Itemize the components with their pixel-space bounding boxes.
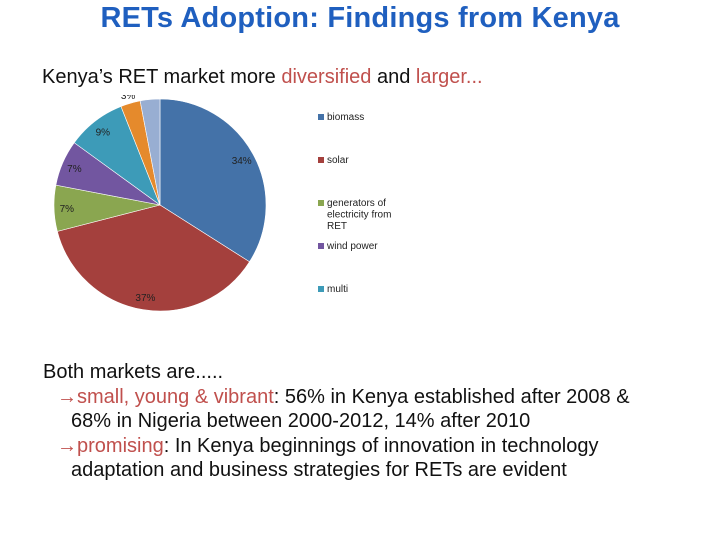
slide-subtitle: Kenya’s RET market more diversified and … [42, 66, 483, 89]
bullet-2-text: : In Kenya beginnings of innovation in t… [163, 434, 599, 457]
bullet-point-2: →promising: In Kenya beginnings of innov… [43, 434, 703, 459]
subtitle-accent-larger: larger... [415, 66, 483, 88]
arrow-right-icon: → [57, 385, 77, 408]
legend-swatch [318, 114, 324, 120]
pie-data-labels: 34% 37% 7% 7% 9% 3% 3% [60, 95, 252, 304]
subtitle-accent-diversified: diversified [281, 66, 372, 88]
bullet-1-text: : 56% in Kenya established after 2008 & [273, 385, 630, 408]
pie-data-label: 7% [60, 204, 75, 215]
pie-data-label: 3% [121, 95, 136, 102]
body-text: Both markets are..... →small, young & vi… [43, 360, 703, 483]
pie-slice-biomass [159, 98, 267, 263]
pie-data-label: 34% [232, 156, 252, 167]
pie-data-label: 3% [142, 95, 157, 98]
legend-swatch [318, 157, 324, 163]
pie-slice-unlabeled-6 [139, 98, 161, 206]
arrow-right-icon: → [57, 434, 77, 457]
legend-label: solar [327, 155, 349, 166]
bullet-1-continuation: 68% in Nigeria between 2000-2012, 14% af… [71, 410, 531, 432]
bullet-1-key: small, young & vibrant [77, 385, 274, 408]
pie-data-label: 7% [67, 164, 82, 175]
pie-data-label: 37% [135, 293, 155, 304]
subtitle-prefix: Kenya’s RET market more [42, 66, 282, 88]
chart-legend: biomass solar generators of electricity fro… [318, 112, 391, 295]
pie-slices [53, 98, 267, 312]
slide-title: RETs Adoption: Findings from Kenya [100, 2, 620, 34]
bullet-2-continuation: adaptation and business strategies for R… [71, 459, 567, 481]
legend-label: biomass [327, 112, 364, 123]
bullet-point-1: →small, young & vibrant: 56% in Kenya es… [43, 385, 703, 410]
bullet-2-key: promising [77, 434, 164, 457]
body-intro: Both markets are..... [43, 361, 224, 383]
pie-data-label: 9% [96, 127, 111, 138]
legend-label: generators of electricity from RET [327, 198, 391, 232]
pie-chart: 34% 37% 7% 7% 9% 3% 3% biomass solar generators … [53, 95, 391, 312]
legend-label: multi [327, 284, 348, 295]
legend-swatch [318, 286, 324, 292]
legend-label: wind power [326, 241, 378, 252]
pie-slice-solar [56, 204, 250, 312]
legend-swatch [318, 200, 324, 206]
legend-swatch [318, 243, 324, 249]
subtitle-mid: and [371, 66, 416, 88]
